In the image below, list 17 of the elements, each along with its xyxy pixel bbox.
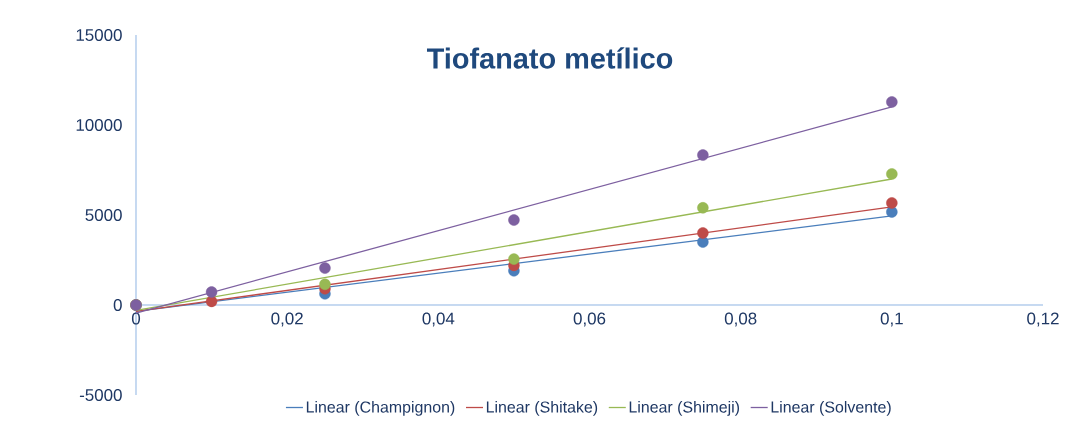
x-tick-label: 0,02 (271, 312, 303, 327)
y-tick-label: 5000 (85, 209, 122, 221)
y-tick-label: 0 (113, 299, 122, 311)
legend-label: Linear (Shitake) (486, 400, 598, 416)
x-tick-label: 0,12 (1027, 312, 1059, 327)
y-tick-label: -5000 (79, 389, 122, 401)
x-tick-label: 0,08 (724, 312, 757, 327)
legend-label: Linear (Solvente) (771, 400, 891, 416)
x-tick-label: 0,1 (880, 312, 903, 327)
x-tick-label: 0,04 (422, 312, 455, 327)
y-tick-label: 10000 (76, 119, 122, 131)
x-tick-label: 0 (131, 312, 141, 325)
x-tick-label: 0,06 (573, 312, 606, 327)
chart-title: Tiofanato metílico (426, 47, 673, 69)
legend-label: Linear (Shimeji) (629, 400, 740, 416)
y-tick-label: 15000 (76, 29, 122, 41)
legend-label: Linear (Champignon) (306, 400, 455, 416)
